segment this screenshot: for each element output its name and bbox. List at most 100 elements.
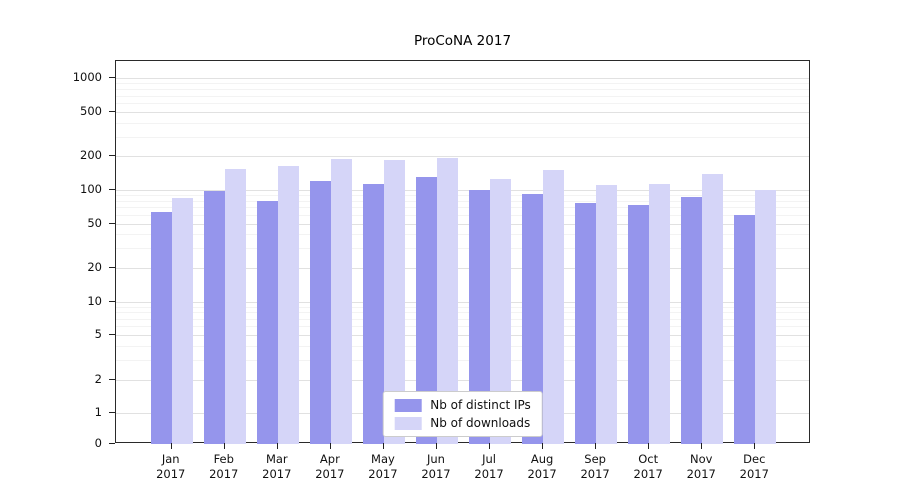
x-axis-label: Jul 2017	[474, 452, 504, 481]
y-axis-tick-mark	[109, 412, 115, 414]
bar-distinct-ips	[309, 181, 331, 444]
bar-distinct-ips	[522, 193, 544, 444]
y-axis-tick-label: 1000	[72, 70, 102, 85]
x-axis-tick-mark	[489, 443, 491, 449]
bar-distinct-ips	[362, 184, 384, 444]
x-axis-tick-mark	[435, 443, 437, 449]
x-axis-tick-mark	[329, 443, 331, 449]
bar-downloads	[543, 170, 565, 444]
x-axis-tick-mark	[701, 443, 703, 449]
plot-area: Nb of distinct IPs Nb of downloads	[115, 60, 810, 444]
major-gridline	[116, 223, 809, 225]
bar-distinct-ips	[681, 196, 703, 444]
minor-gridline	[116, 95, 809, 97]
bar-downloads	[755, 189, 777, 444]
x-axis-label: Oct 2017	[633, 452, 663, 481]
x-axis-label: Nov 2017	[686, 452, 716, 481]
x-axis-label: Dec 2017	[739, 452, 769, 481]
bar-downloads	[383, 160, 405, 444]
major-gridline	[116, 78, 809, 80]
major-gridline	[116, 268, 809, 270]
x-axis-tick-mark	[754, 443, 756, 449]
y-axis-tick-mark	[109, 378, 115, 380]
bar-downloads	[596, 185, 618, 444]
major-gridline	[116, 379, 809, 381]
minor-gridline	[116, 122, 809, 124]
x-axis-label: Sep 2017	[580, 452, 610, 481]
y-axis-tick-mark	[109, 77, 115, 79]
minor-gridline	[116, 318, 809, 320]
minor-gridline	[116, 103, 809, 105]
minor-gridline	[116, 312, 809, 314]
x-axis-label: Mar 2017	[262, 452, 292, 481]
major-gridline	[116, 301, 809, 303]
bar-distinct-ips	[203, 191, 225, 444]
x-axis-label: Apr 2017	[315, 452, 345, 481]
y-axis-tick-label: 50	[87, 215, 102, 230]
bar-downloads	[649, 184, 671, 444]
legend-label-distinct-ips: Nb of distinct IPs	[430, 398, 531, 412]
y-axis-tick-label: 2	[94, 371, 102, 386]
y-axis-tick-label: 500	[80, 103, 102, 118]
x-axis-label: May 2017	[368, 452, 398, 481]
legend-item-downloads: Nb of downloads	[394, 416, 531, 430]
chart-title: ProCoNA 2017	[413, 33, 512, 49]
major-gridline	[116, 335, 809, 337]
x-axis-label: Jan 2017	[156, 452, 186, 481]
y-axis-tick-mark	[109, 222, 115, 224]
legend: Nb of distinct IPs Nb of downloads	[382, 391, 543, 437]
x-axis-tick-mark	[595, 443, 597, 449]
major-gridline	[116, 156, 809, 158]
bar-distinct-ips	[256, 200, 278, 444]
bar-distinct-ips	[469, 189, 491, 444]
minor-gridline	[116, 306, 809, 308]
bar-distinct-ips	[575, 202, 597, 444]
bar-distinct-ips	[628, 205, 650, 444]
major-gridline	[116, 189, 809, 191]
bar-distinct-ips	[415, 177, 437, 444]
bar-downloads	[702, 174, 724, 444]
bar-downloads	[171, 197, 193, 444]
y-axis-tick-mark	[109, 110, 115, 112]
minor-gridline	[116, 360, 809, 362]
legend-item-distinct-ips: Nb of distinct IPs	[394, 398, 531, 412]
x-axis-tick-mark	[648, 443, 650, 449]
minor-gridline	[116, 89, 809, 91]
bar-downloads	[224, 168, 246, 444]
y-axis-tick-mark	[109, 334, 115, 336]
y-axis-tick-label: 1	[94, 405, 102, 420]
bar-distinct-ips	[150, 212, 172, 444]
x-axis-tick-mark	[223, 443, 225, 449]
major-gridline	[116, 111, 809, 113]
x-axis-tick-mark	[276, 443, 278, 449]
x-axis-label: Jun 2017	[421, 452, 451, 481]
y-axis-tick-mark	[109, 155, 115, 157]
y-axis-tick-mark	[109, 443, 115, 444]
x-axis-label: Feb 2017	[209, 452, 239, 481]
legend-swatch-downloads	[394, 416, 422, 430]
minor-gridline	[116, 200, 809, 202]
x-axis-tick-mark	[170, 443, 172, 449]
y-axis-tick-mark	[109, 188, 115, 190]
y-axis-tick-label: 0	[94, 436, 102, 450]
y-axis-tick-label: 5	[94, 327, 102, 342]
bar-downloads	[436, 157, 458, 444]
bar-downloads	[330, 158, 352, 444]
minor-gridline	[116, 136, 809, 138]
legend-swatch-distinct-ips	[394, 398, 422, 412]
bar-downloads	[277, 165, 299, 444]
x-axis-label: Aug 2017	[527, 452, 557, 481]
x-axis-tick-mark	[542, 443, 544, 449]
minor-gridline	[116, 234, 809, 236]
minor-gridline	[116, 83, 809, 85]
x-axis-tick-mark	[382, 443, 384, 449]
y-axis-tick-label: 10	[87, 293, 102, 308]
minor-gridline	[116, 346, 809, 348]
bar-distinct-ips	[734, 214, 756, 444]
minor-gridline	[116, 195, 809, 197]
y-axis-tick-label: 200	[80, 148, 102, 163]
y-axis-tick-mark	[109, 267, 115, 269]
y-axis-tick-mark	[109, 300, 115, 302]
y-axis-tick-label: 100	[80, 181, 102, 196]
